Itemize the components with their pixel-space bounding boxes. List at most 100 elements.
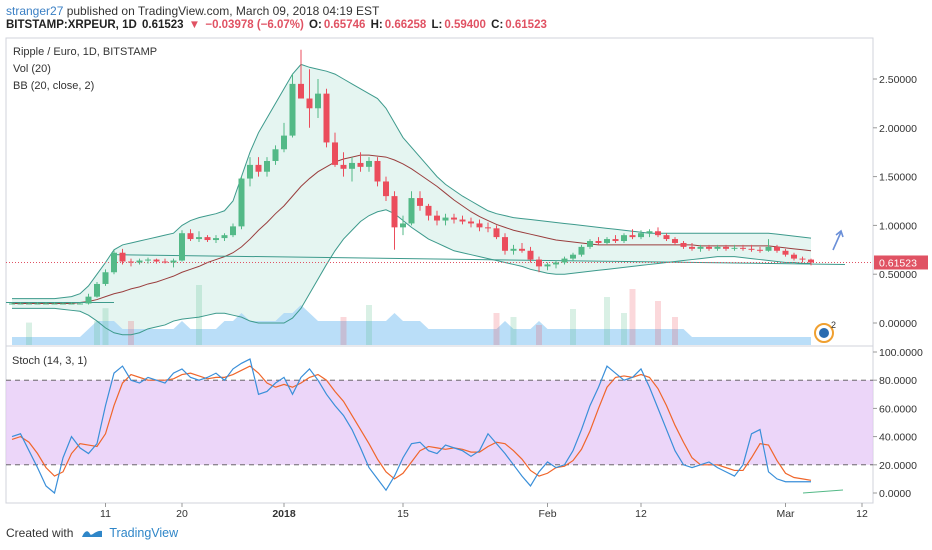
candle[interactable] <box>85 293 92 305</box>
candle[interactable] <box>808 258 814 266</box>
candle[interactable] <box>672 237 678 245</box>
candle[interactable] <box>442 213 449 226</box>
candle[interactable] <box>332 132 338 167</box>
candle[interactable] <box>570 252 576 262</box>
candle[interactable] <box>629 229 636 240</box>
candle[interactable] <box>774 244 780 253</box>
candle[interactable] <box>434 210 440 226</box>
candle[interactable] <box>230 223 236 238</box>
candle[interactable] <box>145 257 151 264</box>
candle[interactable] <box>587 239 593 249</box>
candle[interactable] <box>638 230 644 240</box>
candle[interactable] <box>315 79 321 119</box>
candle[interactable] <box>451 213 457 224</box>
candle[interactable] <box>272 145 279 165</box>
candle[interactable] <box>782 248 789 257</box>
candle[interactable] <box>17 302 24 305</box>
candle[interactable] <box>264 157 270 177</box>
candle[interactable] <box>510 244 517 255</box>
candle[interactable] <box>561 256 568 265</box>
candle[interactable] <box>162 258 168 264</box>
author-link[interactable]: stranger27 <box>6 4 64 18</box>
candle[interactable] <box>553 260 559 269</box>
candle[interactable] <box>196 231 202 242</box>
candle[interactable] <box>527 246 534 263</box>
candle[interactable] <box>595 237 602 245</box>
candle[interactable] <box>604 237 610 245</box>
candle[interactable] <box>655 227 661 238</box>
candle[interactable] <box>187 229 194 242</box>
candle[interactable] <box>697 244 704 252</box>
candle[interactable] <box>221 233 228 242</box>
candle[interactable] <box>680 241 687 249</box>
candle[interactable] <box>179 230 185 262</box>
candle[interactable] <box>153 258 160 264</box>
candle[interactable] <box>689 242 695 251</box>
candle[interactable] <box>238 176 245 230</box>
candle[interactable] <box>765 239 772 252</box>
candle[interactable] <box>94 282 100 298</box>
candle[interactable] <box>578 244 585 257</box>
candle[interactable] <box>714 244 721 251</box>
candle[interactable] <box>349 157 355 182</box>
candles-layer[interactable] <box>9 49 814 305</box>
candle[interactable] <box>247 157 253 187</box>
candle[interactable] <box>417 191 423 211</box>
candle[interactable] <box>748 244 755 252</box>
candle[interactable] <box>663 233 670 242</box>
candle[interactable] <box>306 69 313 128</box>
candle[interactable] <box>357 152 364 172</box>
tradingview-link[interactable]: TradingView <box>109 526 179 540</box>
main-legend-title[interactable]: Ripple / Euro, 1D, BITSTAMP <box>13 46 157 58</box>
candle[interactable] <box>757 246 763 253</box>
candle[interactable] <box>289 74 296 138</box>
candle[interactable] <box>519 242 525 253</box>
candle[interactable] <box>612 235 619 243</box>
candle[interactable] <box>111 249 117 275</box>
candle[interactable] <box>43 302 49 305</box>
candle[interactable] <box>544 262 551 271</box>
candle[interactable] <box>383 176 389 201</box>
candle[interactable] <box>9 302 15 305</box>
candle[interactable] <box>459 215 466 225</box>
candle[interactable] <box>323 88 330 148</box>
candle[interactable] <box>136 258 143 265</box>
candle[interactable] <box>485 222 491 233</box>
candle[interactable] <box>400 215 406 236</box>
candle[interactable] <box>391 191 398 250</box>
candle[interactable] <box>799 256 806 263</box>
candle[interactable] <box>791 252 797 261</box>
candle[interactable] <box>77 302 83 305</box>
candle[interactable] <box>255 157 262 177</box>
candle[interactable] <box>204 235 211 242</box>
candle[interactable] <box>621 233 627 243</box>
candle[interactable] <box>170 258 177 268</box>
candle[interactable] <box>536 256 542 273</box>
candle[interactable] <box>468 217 474 228</box>
candle[interactable] <box>502 233 508 255</box>
candle[interactable] <box>281 122 287 153</box>
candle[interactable] <box>740 244 746 251</box>
candle[interactable] <box>366 157 372 172</box>
bb-legend[interactable]: BB (20, close, 2) <box>13 80 94 92</box>
alert-icon[interactable]: 2 <box>814 320 836 343</box>
candle[interactable] <box>425 203 432 221</box>
candle[interactable] <box>723 244 729 251</box>
candle[interactable] <box>340 152 347 177</box>
stoch-legend[interactable]: Stoch (14, 3, 1) <box>12 355 87 367</box>
candle[interactable] <box>128 258 134 267</box>
candle[interactable] <box>26 302 32 305</box>
candle[interactable] <box>298 49 304 99</box>
candle[interactable] <box>476 219 483 232</box>
candle[interactable] <box>119 248 126 265</box>
candle[interactable] <box>68 302 75 305</box>
candle[interactable] <box>646 229 653 238</box>
candle[interactable] <box>374 157 381 187</box>
candle[interactable] <box>102 269 109 286</box>
vol-legend[interactable]: Vol (20) <box>13 63 51 75</box>
candle[interactable] <box>51 302 58 305</box>
candle[interactable] <box>34 302 41 305</box>
candle[interactable] <box>493 225 500 240</box>
candle[interactable] <box>60 302 66 305</box>
